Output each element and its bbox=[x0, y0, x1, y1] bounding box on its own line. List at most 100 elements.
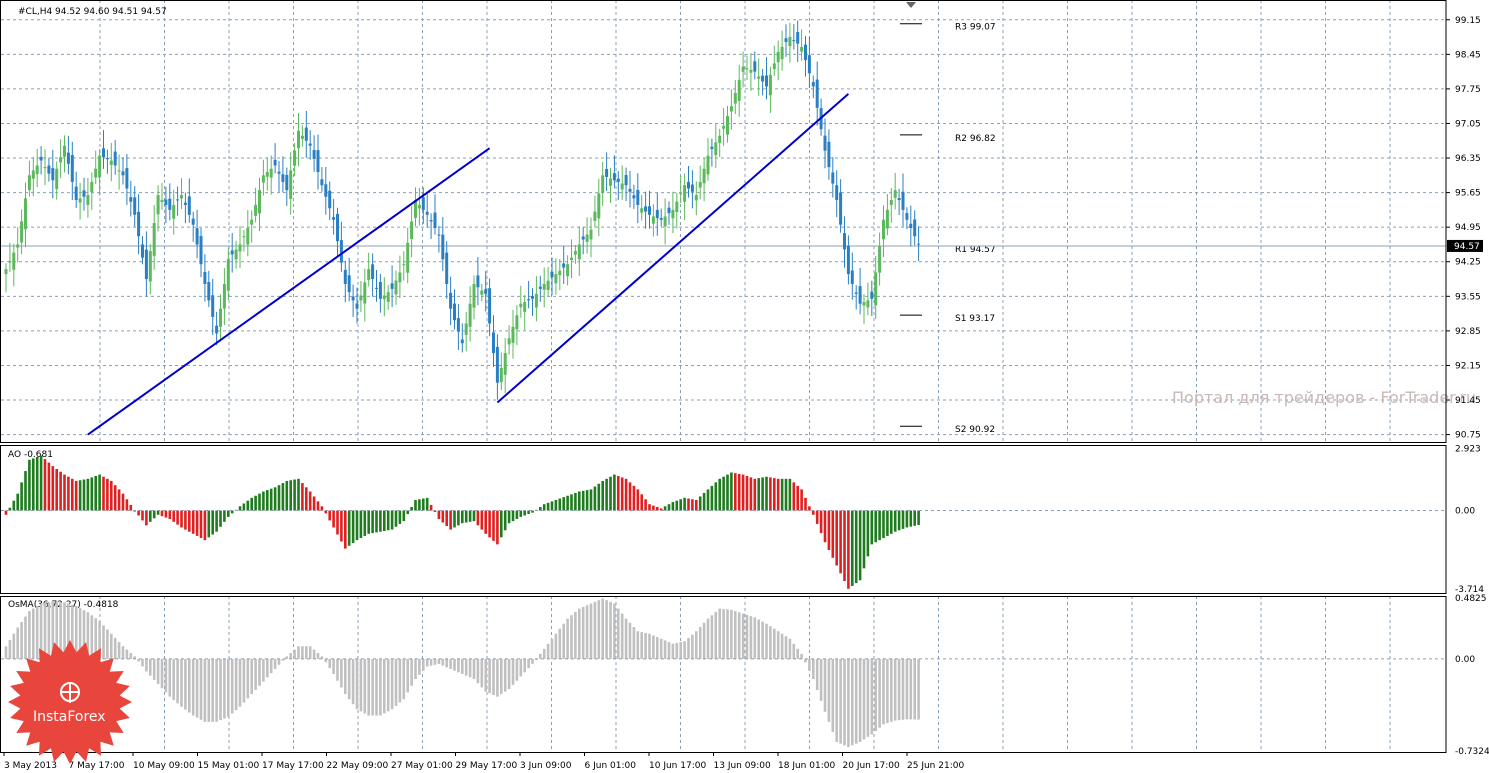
candle-body bbox=[683, 185, 687, 202]
candle-body bbox=[679, 193, 683, 195]
ao-bar bbox=[628, 482, 632, 511]
candle-body bbox=[382, 295, 386, 300]
ao-bar bbox=[461, 510, 464, 524]
ao-bar bbox=[32, 458, 35, 511]
ao-bar bbox=[718, 478, 721, 511]
osma-bar bbox=[285, 656, 289, 659]
candle-body bbox=[172, 204, 176, 219]
candle-body bbox=[148, 251, 152, 282]
osma-bar bbox=[383, 658, 386, 714]
osma-bar bbox=[336, 658, 339, 681]
candle-body bbox=[156, 195, 160, 215]
osma-bar bbox=[172, 658, 175, 700]
candle-body bbox=[636, 189, 640, 205]
ao-bar bbox=[425, 497, 429, 511]
price-tick-label: 90.75 bbox=[1455, 431, 1481, 441]
osma-bar bbox=[558, 628, 562, 659]
osma-bar bbox=[812, 658, 815, 680]
osma-bar bbox=[133, 656, 136, 659]
ao-bar bbox=[812, 510, 815, 515]
candle-body bbox=[589, 229, 593, 240]
price-tick-label: 97.05 bbox=[1455, 119, 1481, 129]
ao-bar bbox=[562, 497, 565, 511]
price-panel[interactable]: R3 99.07 R2 96.82 R1 94.57 S1 93.17 S2 90.92… bbox=[1, 7, 1476, 436]
osma-bar bbox=[917, 658, 920, 720]
candle-body bbox=[488, 288, 492, 324]
osma-bar bbox=[102, 625, 105, 659]
panel-frame bbox=[0, 445, 1447, 594]
ao-bar bbox=[324, 510, 328, 514]
osma-bar bbox=[250, 658, 253, 695]
osma-bar bbox=[141, 658, 144, 667]
ao-bar bbox=[188, 510, 191, 532]
ao-bar bbox=[47, 462, 51, 511]
candle-body bbox=[796, 32, 800, 44]
osma-bar bbox=[86, 612, 90, 659]
ao-bar bbox=[558, 498, 562, 511]
osma-bar bbox=[117, 642, 121, 659]
osma-bar bbox=[449, 658, 452, 669]
time-tick-label: 29 May 17:00 bbox=[456, 761, 518, 771]
time-tick-label: 15 May 01:00 bbox=[198, 761, 260, 771]
candle-body bbox=[913, 219, 917, 237]
osma-bar bbox=[394, 658, 398, 706]
ao-bar bbox=[199, 510, 203, 539]
ao-bar bbox=[457, 510, 460, 526]
ao-bar bbox=[468, 510, 472, 522]
osma-bar bbox=[176, 658, 179, 704]
candle-body bbox=[667, 207, 671, 214]
candle-body bbox=[499, 367, 503, 383]
candle-body bbox=[238, 244, 242, 252]
ao-bar bbox=[110, 480, 113, 511]
ao-bar bbox=[566, 495, 569, 511]
osma-bar bbox=[527, 658, 530, 669]
candle-body bbox=[320, 179, 324, 186]
ao-bar bbox=[765, 476, 768, 511]
ao-bar bbox=[308, 491, 312, 511]
ao-tick-label: 0.00 bbox=[1455, 507, 1475, 517]
osma-bar bbox=[659, 638, 663, 659]
ao-bar bbox=[745, 476, 749, 511]
candle-body bbox=[858, 286, 862, 304]
osma-bar bbox=[847, 658, 850, 747]
osma-bar bbox=[363, 658, 367, 714]
price-tick-label: 99.15 bbox=[1455, 16, 1481, 26]
ao-bar bbox=[675, 500, 679, 511]
candle-body bbox=[347, 275, 351, 293]
ao-bar bbox=[897, 510, 901, 531]
ao-bar bbox=[749, 477, 753, 511]
osma-bar bbox=[324, 658, 328, 663]
candle-body bbox=[421, 197, 425, 210]
osma-bar bbox=[913, 658, 916, 720]
osma-panel[interactable]: OsMA(36,72,27) -0.4818 bbox=[1, 598, 1446, 747]
candle-body bbox=[390, 283, 394, 289]
osma-bar bbox=[441, 658, 445, 666]
trendlines[interactable] bbox=[87, 93, 850, 436]
ao-bar bbox=[125, 499, 129, 511]
ao-bar bbox=[414, 499, 417, 511]
candle-body bbox=[82, 190, 86, 197]
osma-bar bbox=[851, 658, 854, 746]
ao-panel[interactable]: AO -0.681 bbox=[1, 450, 1446, 589]
osma-bar bbox=[578, 608, 581, 659]
candle-body bbox=[152, 223, 156, 256]
osma-bar bbox=[488, 658, 491, 694]
candle-body bbox=[66, 152, 70, 164]
candle-body bbox=[31, 170, 35, 179]
ao-bar bbox=[851, 510, 854, 586]
ao-bar bbox=[238, 506, 242, 511]
osma-bar bbox=[476, 658, 480, 684]
candle-body bbox=[901, 191, 905, 210]
candle-body bbox=[698, 181, 702, 188]
ao-bar bbox=[808, 506, 811, 511]
osma-bar bbox=[901, 658, 905, 720]
ao-bar bbox=[901, 510, 905, 529]
candle-body bbox=[593, 211, 597, 221]
ao-bar bbox=[593, 486, 597, 511]
osma-bar bbox=[749, 616, 753, 659]
ao-bar bbox=[663, 506, 667, 511]
osma-bar bbox=[94, 618, 97, 659]
candle-body bbox=[866, 300, 870, 308]
osma-bar bbox=[562, 623, 565, 659]
